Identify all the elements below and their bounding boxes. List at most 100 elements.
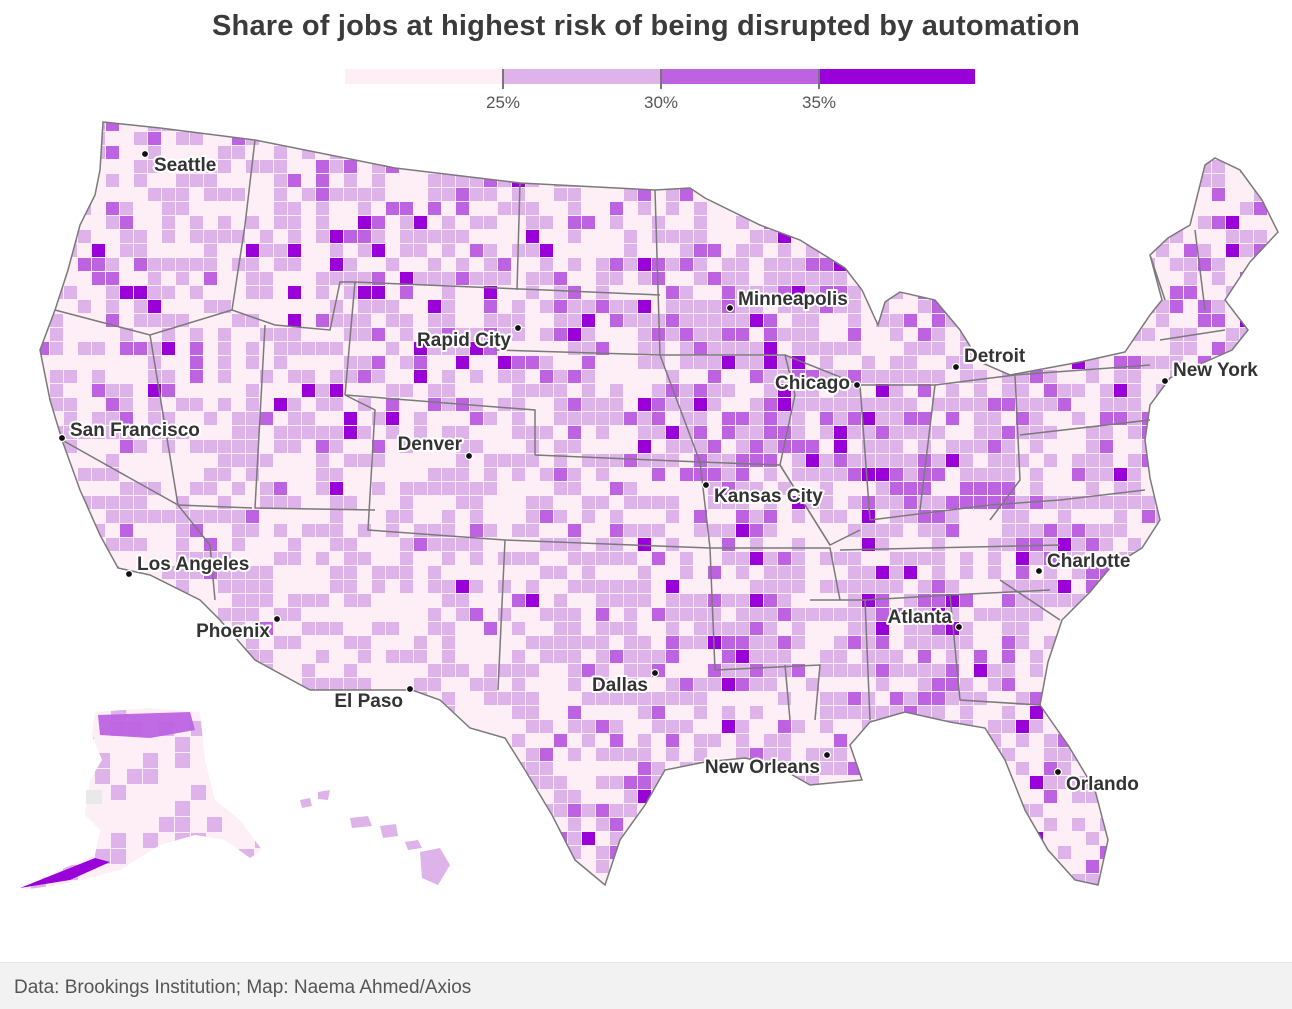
county-cell [1240, 818, 1253, 831]
county-cell [806, 300, 819, 313]
county-cell [1240, 426, 1253, 439]
county-cell [1100, 636, 1113, 649]
county-cell [932, 328, 945, 341]
county-cell [624, 776, 637, 789]
county-cell [120, 678, 133, 691]
borough-cell [111, 833, 126, 848]
county-cell [288, 426, 301, 439]
county-cell [484, 300, 497, 313]
county-cell [764, 734, 777, 747]
county-cell [1268, 122, 1278, 131]
county-cell [722, 678, 735, 691]
borough-cell [111, 849, 126, 864]
county-cell [358, 678, 371, 691]
county-cell [1086, 524, 1099, 537]
county-cell [988, 566, 1001, 579]
county-cell [1240, 300, 1253, 313]
county-cell [344, 664, 357, 677]
county-cell [1226, 650, 1239, 663]
county-cell [624, 188, 637, 201]
county-cell [610, 818, 623, 831]
county-cell [624, 804, 637, 817]
county-cell [414, 818, 427, 831]
county-cell [1254, 258, 1267, 271]
county-cell [246, 426, 259, 439]
county-cell [848, 370, 861, 383]
county-cell [400, 384, 413, 397]
county-cell [834, 860, 847, 873]
county-cell [316, 174, 329, 187]
county-cell [456, 818, 469, 831]
county-cell [876, 636, 889, 649]
county-cell [932, 874, 945, 885]
county-cell [1212, 174, 1225, 187]
county-cell [1198, 384, 1211, 397]
county-cell [862, 580, 875, 593]
legend-tick-35 [818, 69, 820, 89]
county-cell [1254, 482, 1267, 495]
county-cell [722, 384, 735, 397]
county-cell [162, 328, 175, 341]
county-cell [64, 776, 77, 789]
county-cell [820, 832, 833, 845]
county-cell [736, 510, 749, 523]
county-cell [1282, 762, 1292, 775]
county-cell [1240, 552, 1253, 565]
county-cell [400, 888, 413, 901]
county-cell [456, 496, 469, 509]
county-cell [316, 468, 329, 481]
county-cell [372, 720, 385, 733]
county-cell [1002, 244, 1015, 257]
county-cell [834, 202, 847, 215]
county-cell [876, 286, 889, 299]
county-cell [778, 412, 791, 425]
county-cell [386, 202, 399, 215]
county-cell [1226, 482, 1239, 495]
county-cell [190, 230, 203, 243]
county-cell [372, 132, 385, 145]
county-cell [946, 832, 959, 845]
county-cell [232, 748, 245, 761]
county-cell [484, 762, 497, 775]
county-cell [1184, 258, 1197, 271]
county-cell [50, 272, 63, 285]
county-cell [876, 650, 889, 663]
county-cell [582, 216, 595, 229]
county-cell [848, 496, 861, 509]
county-cell [974, 202, 987, 215]
county-cell [120, 398, 133, 411]
county-cell [1114, 622, 1127, 635]
county-cell [1142, 160, 1155, 173]
county-cell [1114, 846, 1127, 859]
county-cell [1002, 748, 1015, 761]
county-cell [554, 272, 567, 285]
county-cell [540, 720, 553, 733]
county-cell [666, 174, 679, 187]
county-cell [1240, 664, 1253, 677]
county-cell [428, 398, 441, 411]
county-cell [834, 510, 847, 523]
county-cell [456, 860, 469, 873]
county-cell [876, 440, 889, 453]
county-cell [540, 384, 553, 397]
county-cell [1086, 538, 1099, 551]
county-cell [1086, 748, 1099, 761]
county-cell [302, 664, 315, 677]
county-cell [218, 860, 231, 873]
county-cell [974, 272, 987, 285]
city-label: Chicago [775, 373, 850, 394]
county-cell [988, 538, 1001, 551]
legend-label-30: 30% [643, 93, 679, 112]
county-cell [974, 468, 987, 481]
county-cell [708, 244, 721, 257]
county-cell [764, 258, 777, 271]
county-cell [918, 412, 931, 425]
county-cell [302, 622, 315, 635]
county-cell [722, 790, 735, 803]
county-cell [1240, 706, 1253, 719]
county-cell [1282, 748, 1292, 761]
county-cell [358, 286, 371, 299]
county-cell [1198, 748, 1211, 761]
county-cell [960, 706, 973, 719]
county-cell [64, 566, 77, 579]
